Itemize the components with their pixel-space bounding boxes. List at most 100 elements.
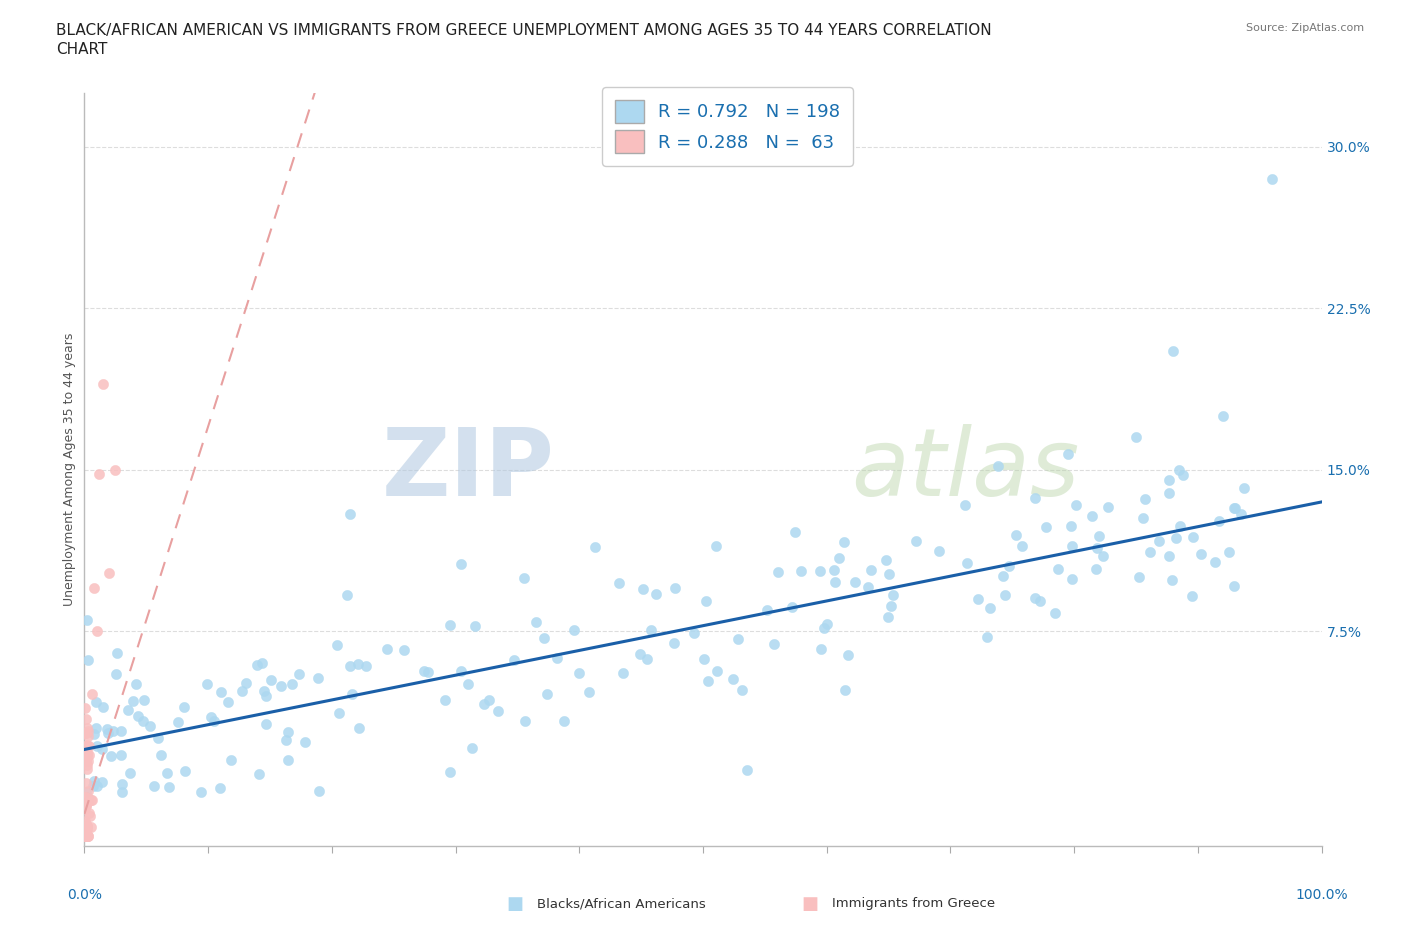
Point (75, 828, 97, 843)
Point (75, 753, 97, 768)
Point (1085, 540, 1108, 555)
Point (824, 575, 846, 590)
Point (997, 558, 1019, 573)
Y-axis label: Unemployment Among Ages 35 to 44 years: Unemployment Among Ages 35 to 44 years (63, 333, 76, 606)
Point (76, 762, 98, 777)
Point (219, 752, 242, 767)
Point (253, 684, 276, 698)
Point (167, 715, 190, 730)
Point (880, 599, 903, 614)
Point (73, 814, 96, 829)
Point (122, 693, 145, 708)
Point (252, 655, 274, 670)
Point (1060, 519, 1083, 534)
Point (148, 731, 170, 746)
Point (1139, 544, 1161, 559)
Point (727, 632, 749, 647)
Point (347, 657, 370, 671)
Point (394, 642, 416, 657)
Point (307, 671, 329, 685)
Point (77, 790, 100, 805)
Point (202, 713, 225, 728)
Point (568, 666, 591, 681)
Point (1147, 533, 1170, 548)
Point (1045, 605, 1067, 620)
Point (780, 600, 803, 615)
Point (1218, 545, 1240, 560)
Point (197, 677, 219, 692)
Point (73, 828, 96, 843)
Point (583, 539, 606, 554)
Point (1161, 572, 1184, 587)
Point (76, 819, 98, 834)
Point (173, 764, 195, 778)
Point (150, 748, 173, 763)
Point (111, 777, 134, 791)
Point (439, 764, 461, 779)
Point (1157, 473, 1180, 488)
Point (209, 780, 232, 795)
Point (1189, 547, 1212, 562)
Point (294, 735, 316, 750)
Point (132, 714, 155, 729)
Point (260, 672, 283, 687)
Point (75, 711, 97, 726)
Point (104, 462, 127, 477)
Point (834, 683, 856, 698)
Point (766, 565, 789, 579)
Point (704, 538, 727, 553)
Text: ■: ■ (506, 895, 523, 913)
Point (75, 798, 97, 813)
Point (84, 694, 107, 709)
Point (110, 785, 132, 800)
Point (1064, 498, 1087, 512)
Point (640, 622, 662, 637)
Point (1128, 570, 1150, 585)
Point (80, 793, 103, 808)
Point (503, 652, 526, 667)
Point (536, 687, 558, 702)
Point (75, 785, 97, 800)
Point (79, 819, 101, 834)
Point (76, 746, 98, 761)
Point (274, 733, 297, 748)
Point (1212, 408, 1234, 423)
Point (82, 793, 104, 808)
Point (783, 525, 806, 539)
Point (1230, 507, 1253, 522)
Point (73, 790, 96, 804)
Point (76, 758, 98, 773)
Point (101, 724, 124, 738)
Point (75, 776, 97, 790)
Point (607, 575, 630, 590)
Point (86, 739, 108, 754)
Point (200, 710, 222, 724)
Point (1204, 555, 1226, 570)
Point (76, 724, 98, 738)
Point (486, 704, 509, 719)
Point (76, 828, 98, 843)
Point (73, 828, 96, 843)
Point (1181, 530, 1204, 545)
Point (976, 630, 998, 644)
Point (75, 828, 97, 843)
Point (76, 828, 98, 843)
Point (1080, 508, 1102, 523)
Point (1057, 446, 1080, 461)
Point (91, 699, 114, 714)
Point (755, 603, 778, 618)
Text: Blacks/African Americans: Blacks/African Americans (537, 897, 706, 910)
Point (683, 626, 706, 641)
Point (75, 799, 97, 814)
Point (1168, 518, 1191, 533)
Point (75, 801, 97, 816)
Point (1085, 562, 1108, 577)
Point (731, 683, 754, 698)
Point (328, 706, 350, 721)
Point (73, 793, 96, 808)
Point (813, 620, 835, 635)
Point (117, 702, 139, 717)
Point (1035, 520, 1057, 535)
Point (645, 587, 668, 602)
Point (837, 648, 859, 663)
